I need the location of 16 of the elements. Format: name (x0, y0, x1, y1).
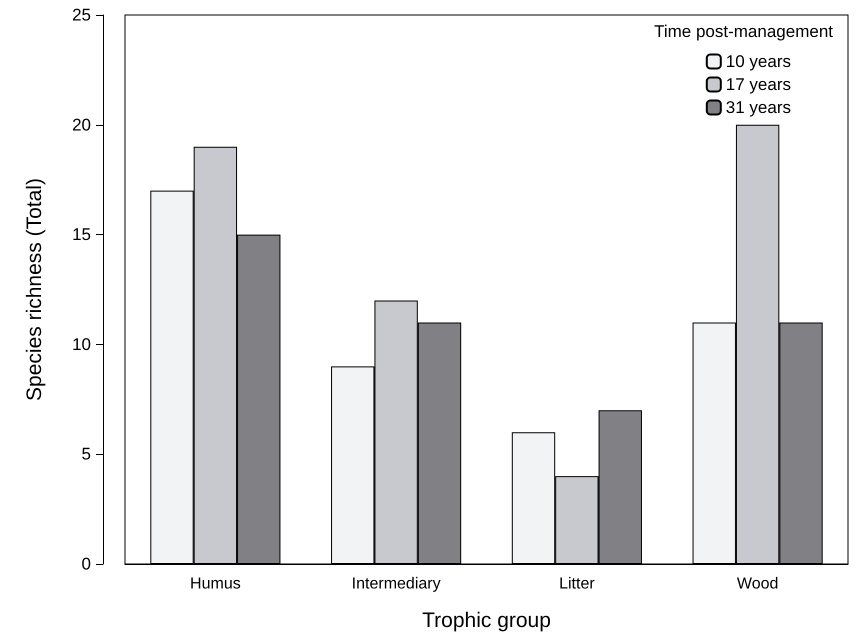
x-tick-label: Wood (736, 576, 778, 592)
x-axis-title: Trophic group (422, 609, 551, 632)
y-tick-label: 10 (72, 334, 91, 354)
legend-label: 17 years (726, 75, 791, 94)
x-tick-label: Litter (559, 576, 596, 592)
y-tick-label: 0 (82, 554, 91, 574)
y-tick-label: 15 (72, 225, 91, 244)
legend-label: 31 years (726, 98, 791, 117)
legend-label: 10 years (726, 52, 791, 71)
x-tick-label: Intermediary (352, 576, 441, 592)
y-axis-title: Species richness (Total) (23, 178, 46, 401)
x-tick-label: Humus (190, 576, 241, 592)
legend-title: Time post-management (654, 22, 834, 41)
y-tick-label: 20 (72, 115, 91, 134)
y-tick-label: 5 (82, 444, 91, 464)
y-tick-label: 25 (72, 6, 91, 24)
